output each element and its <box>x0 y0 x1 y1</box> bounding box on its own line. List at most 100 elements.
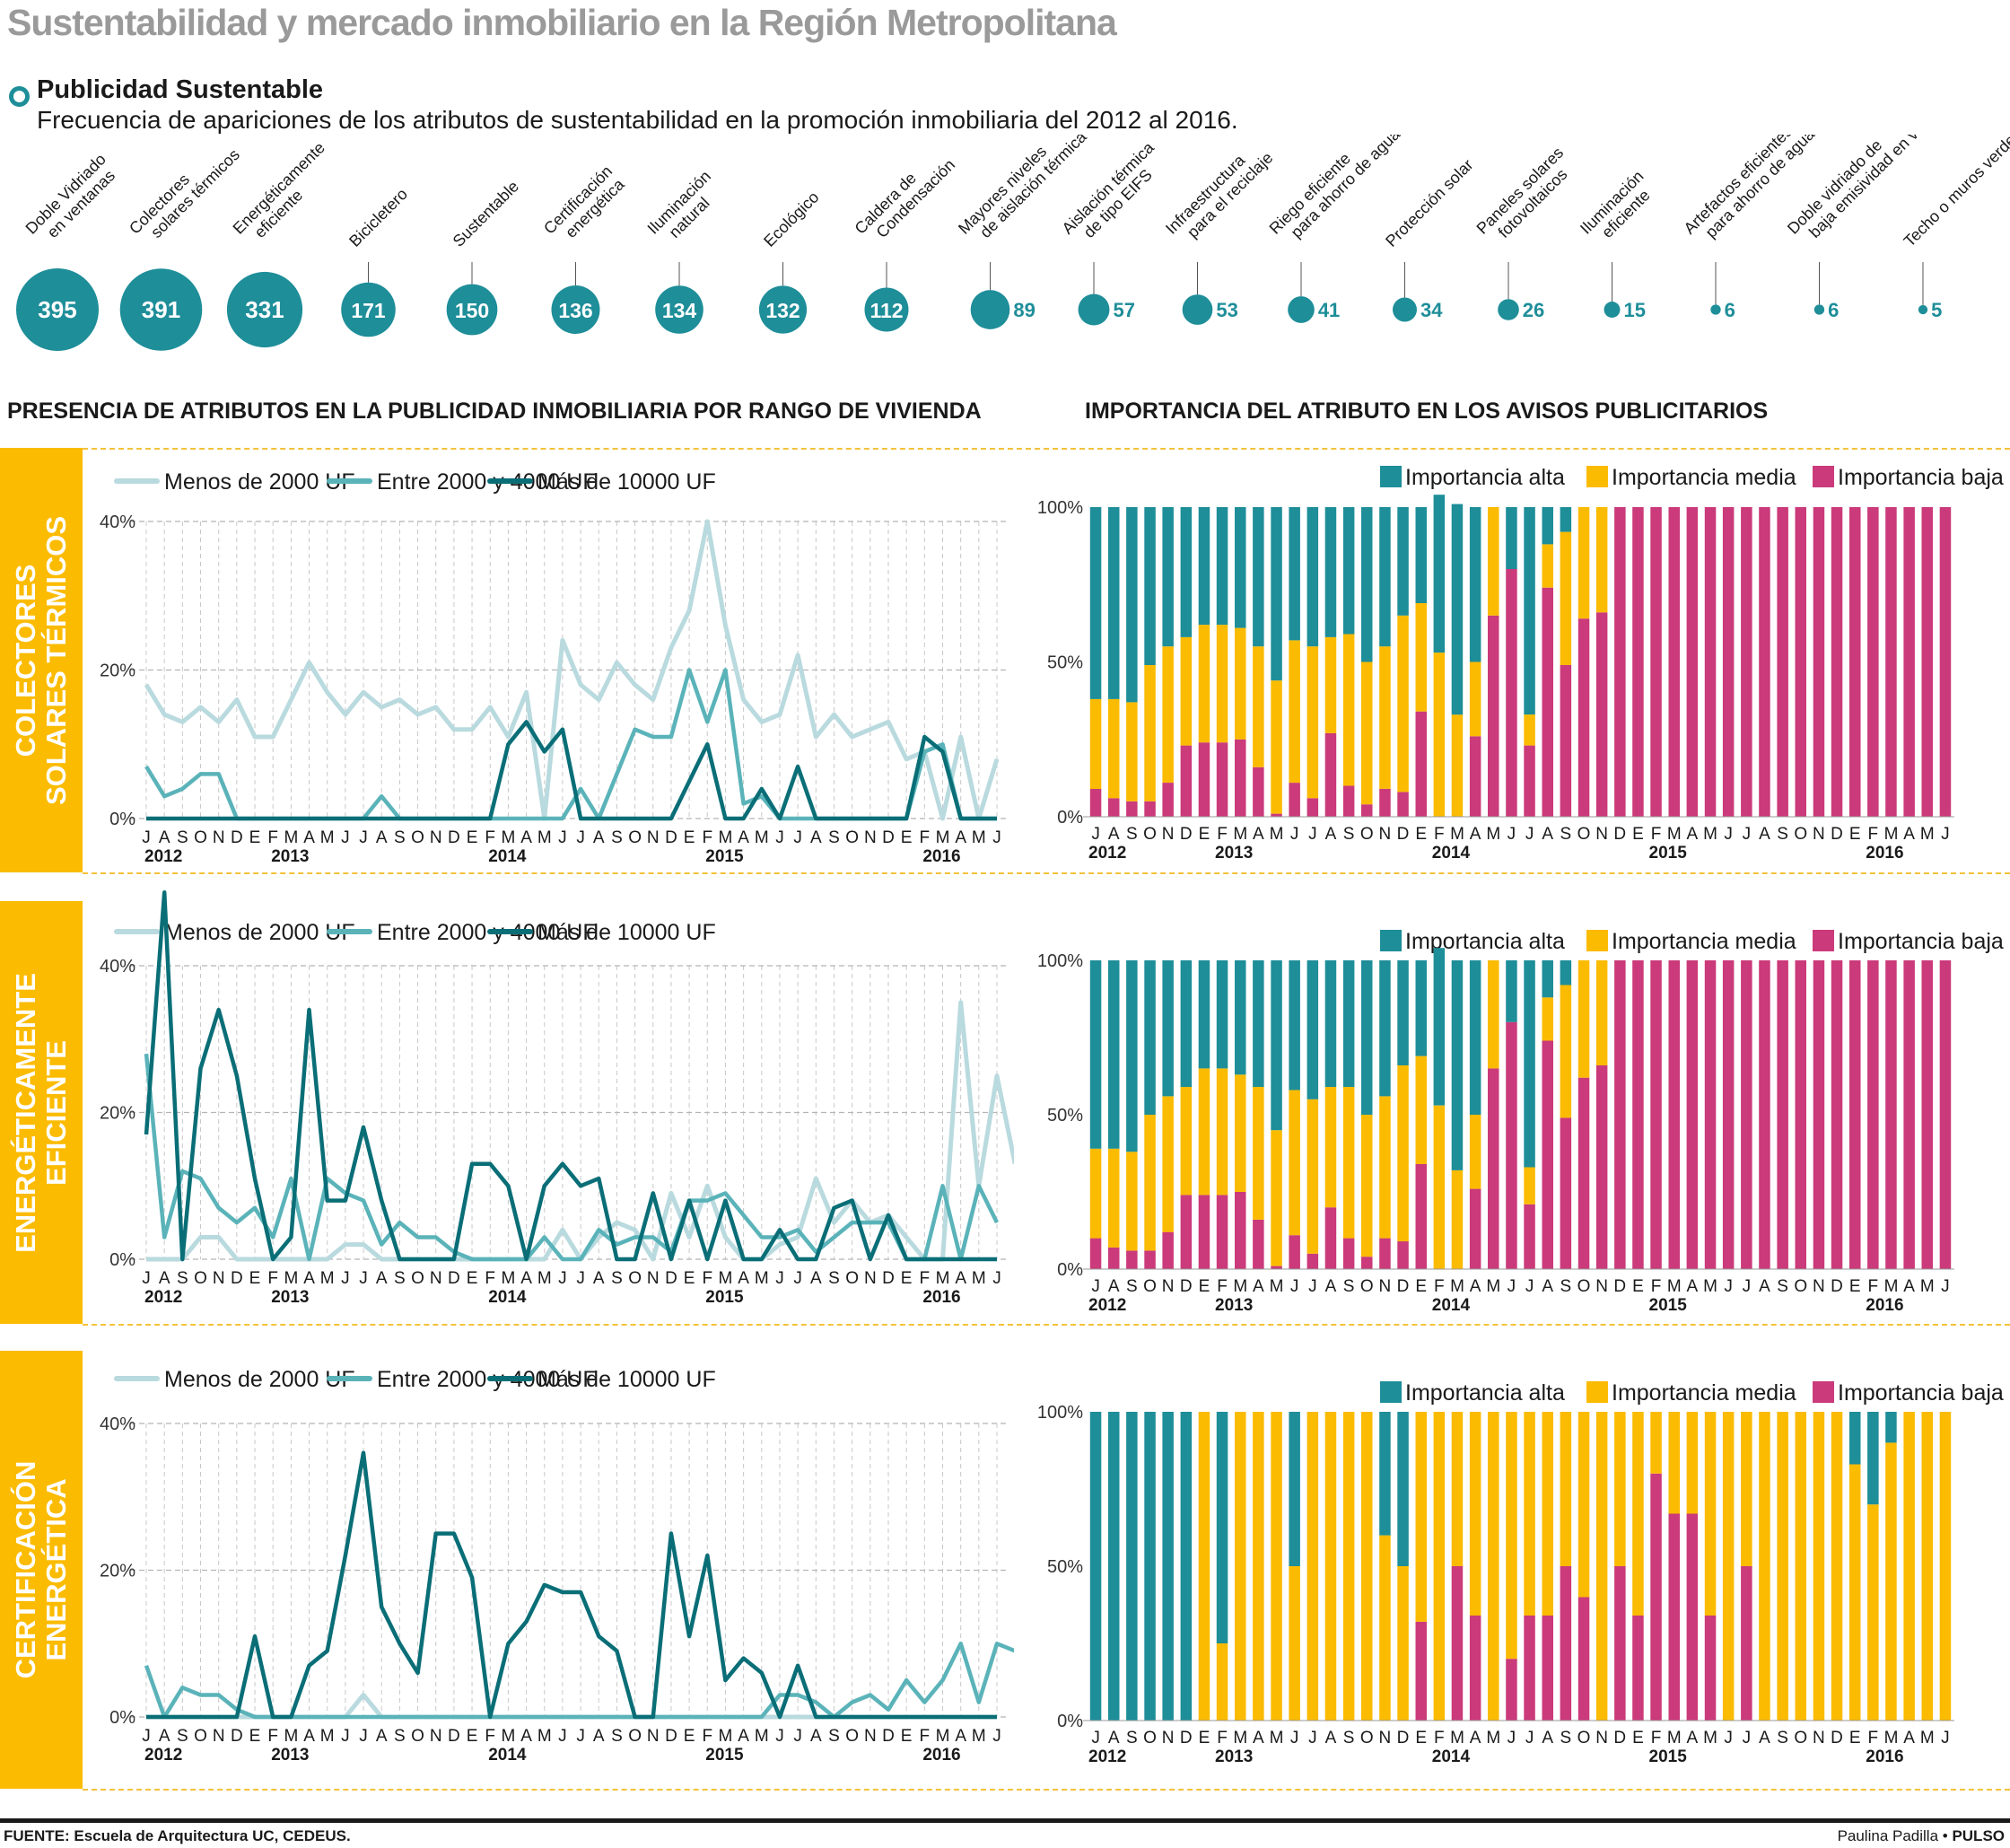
x-tick-label: E <box>1849 1277 1861 1296</box>
bubble-group: 132 Ecológico <box>758 188 823 334</box>
year-label: 2014 <box>488 847 527 866</box>
stacked-bar-segment <box>1216 1643 1228 1721</box>
stacked-bar-segment <box>1506 960 1517 1022</box>
x-tick-label: J <box>1508 1729 1516 1747</box>
x-tick-label: D <box>665 1727 677 1746</box>
bubble <box>551 285 600 334</box>
bubble-group: 136 Certificaciónenergética <box>540 162 628 334</box>
y-tick-label: 40% <box>100 1414 135 1434</box>
stacked-bar-segment <box>1108 507 1120 699</box>
row-tab-label: CERTIFICACIÓN ENERGÉTICA <box>10 1460 72 1679</box>
x-tick-label: O <box>194 1727 207 1746</box>
x-tick-label: O <box>1577 1277 1591 1296</box>
stacked-bar-segment <box>1324 1412 1337 1721</box>
stacked-bar-segment <box>1216 625 1228 743</box>
stacked-bar-segment <box>1198 1068 1210 1196</box>
bubble-group: 134 Iluminaciónnatural <box>644 167 714 334</box>
stacked-bar-segment <box>1144 1412 1156 1721</box>
stacked-bar-segment <box>1704 1616 1717 1721</box>
stacked-bar-segment <box>1126 1250 1138 1269</box>
year-label: 2013 <box>271 1746 309 1765</box>
bubble-category-label: Certificaciónenergética <box>540 162 628 250</box>
series-line <box>144 890 997 1262</box>
x-tick-label: A <box>376 1727 388 1746</box>
stacked-bar-segment <box>1524 714 1535 746</box>
stacked-bar-segment <box>1126 1412 1138 1721</box>
stacked-bar-segment <box>1324 636 1337 733</box>
stacked-bar-segment <box>1162 646 1174 783</box>
x-tick-label: D <box>882 1269 895 1288</box>
x-tick-label: O <box>845 828 859 847</box>
year-label: 2015 <box>705 1288 744 1307</box>
bubble-category-label: Ecológico <box>760 188 822 250</box>
stacked-bar-segment <box>1577 1077 1590 1269</box>
row-tab-energeticamente: ENERGÉTICAMENTE EFICIENTE <box>0 901 83 1324</box>
stacked-bar-segment <box>1108 798 1120 817</box>
bubble-chart: 395 Doble Vidriadoen ventanas 391 Colectore… <box>16 135 2010 351</box>
x-tick-label: S <box>177 1269 188 1288</box>
stacked-bar-segment <box>1180 960 1193 1087</box>
y-tick-label: 0% <box>109 810 135 829</box>
x-tick-label: F <box>702 1727 712 1746</box>
legend-swatch <box>1586 930 1608 951</box>
x-tick-label: E <box>249 828 261 847</box>
stacked-bar-segment <box>1867 960 1879 1269</box>
stacked-bar-segment <box>1939 1412 1952 1721</box>
bubble-value-label: 6 <box>1828 299 1839 321</box>
bubble-value-label: 150 <box>455 299 489 322</box>
year-label: 2012 <box>1088 1296 1126 1315</box>
x-tick-label: D <box>448 1269 460 1288</box>
x-tick-label: A <box>1687 1277 1699 1296</box>
x-tick-label: A <box>810 828 822 847</box>
stacked-bar-segment <box>1632 1616 1644 1721</box>
stacked-bar-segment <box>1614 1412 1626 1566</box>
stacked-bar-segment <box>1324 1207 1337 1269</box>
stacked-bar-segment <box>1198 742 1210 817</box>
x-tick-label: E <box>1199 1277 1210 1296</box>
x-tick-label: M <box>972 1269 986 1288</box>
year-label: 2014 <box>1432 1296 1471 1315</box>
stacked-bar-segment <box>1342 960 1355 1087</box>
stacked-bar-segment <box>1306 960 1319 1099</box>
bubble-category-label: Doble vidriado debaja emisividad en vent… <box>1784 135 1962 250</box>
stacked-bar-segment <box>1542 997 1553 1041</box>
stacked-bar-segment <box>1397 1241 1409 1269</box>
stacked-bar-segment <box>1451 714 1464 817</box>
x-tick-label: N <box>647 1727 660 1746</box>
x-tick-label: E <box>1632 825 1644 844</box>
x-tick-label: M <box>1920 825 1935 844</box>
x-tick-label: D <box>231 1727 243 1746</box>
x-tick-label: D <box>231 1269 243 1288</box>
series-line <box>144 1642 1014 1720</box>
stacked-bar-segment <box>1306 798 1319 817</box>
bubble-group: 112 Caldera deCondensación <box>852 155 958 332</box>
section-bullet-icon <box>9 86 30 107</box>
x-tick-label: S <box>1126 825 1138 844</box>
right-column-header: IMPORTANCIA DEL ATRIBUTO EN LOS AVISOS P… <box>1085 399 1769 424</box>
x-tick-label: A <box>1470 825 1481 844</box>
x-tick-label: A <box>303 1727 315 1746</box>
x-tick-label: N <box>1379 1729 1392 1747</box>
stacked-bar-segment <box>1650 1412 1662 1474</box>
x-tick-label: D <box>1180 1729 1193 1747</box>
year-label: 2016 <box>1866 1747 1903 1766</box>
x-tick-label: F <box>485 1269 495 1288</box>
stacked-bar-segment <box>1813 507 1825 817</box>
stacked-bar-segment <box>1577 618 1590 817</box>
line-chart-certificacion: Menos de 2000 UF Entre 2000 y 4000 UFMás … <box>100 1367 1014 1765</box>
stacked-bar-segment <box>1506 507 1517 569</box>
x-tick-label: E <box>1632 1277 1644 1296</box>
x-tick-label: O <box>1794 1277 1807 1296</box>
stacked-bar-segment <box>1235 1192 1246 1269</box>
line-chart-energeticamente: Menos de 2000 UF Entre 2000 y 4000 UFMás … <box>100 890 1014 1307</box>
bubble <box>1288 296 1315 323</box>
stacked-bar-chart-certificacion: Importancia alta Importancia media Importa… <box>1037 1380 2004 1766</box>
x-tick-label: O <box>411 1269 424 1288</box>
x-tick-label: M <box>1450 825 1464 844</box>
stacked-bar-segment <box>1560 1117 1572 1269</box>
x-tick-label: O <box>411 1727 424 1746</box>
stacked-bar-segment <box>1271 507 1282 681</box>
stacked-bar-segment <box>1144 801 1156 818</box>
x-tick-label: A <box>1903 1277 1915 1296</box>
stacked-bar-segment <box>1849 507 1861 817</box>
